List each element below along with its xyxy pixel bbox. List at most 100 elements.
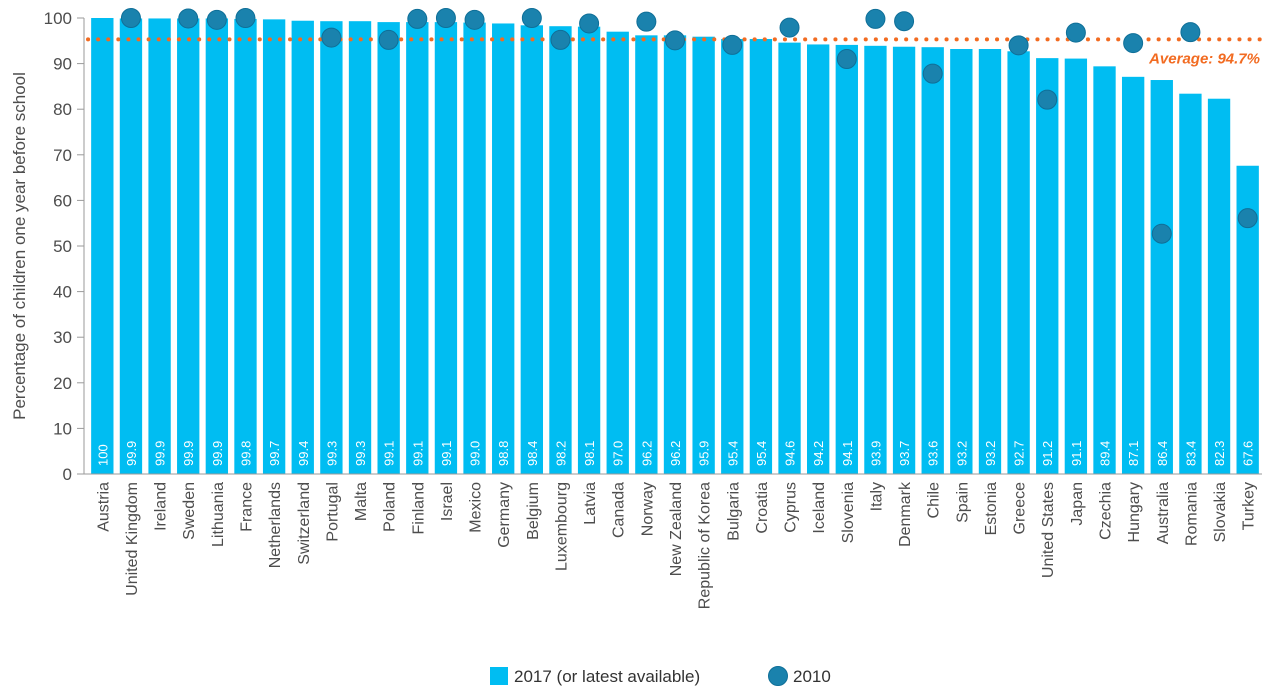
bar-2017	[864, 45, 887, 474]
x-tick-label: Canada	[611, 482, 628, 538]
x-tick-label: Lithuania	[210, 482, 227, 547]
marker-2010	[407, 8, 428, 29]
x-tick-label: Bulgaria	[725, 482, 742, 541]
bar-2017	[549, 26, 572, 474]
bar-2017	[205, 18, 229, 475]
y-tick-label: 100	[44, 9, 72, 28]
marker-2010	[1151, 223, 1172, 244]
x-tick-label: Switzerland	[296, 482, 313, 565]
bar-2017	[406, 22, 429, 474]
marker-2010	[178, 8, 199, 29]
x-tick-label: Malta	[353, 482, 370, 521]
marker-2010	[521, 8, 542, 28]
x-tick-label: Luxembourg	[553, 482, 570, 571]
bar-value-label: 94.2	[811, 441, 826, 466]
x-tick-label: Chile	[926, 482, 943, 519]
x-tick-label: Finland	[410, 482, 427, 534]
bar-2017	[377, 22, 400, 474]
bar-2017	[606, 31, 629, 475]
bar-2017	[1093, 66, 1116, 474]
bar-value-label: 99.0	[468, 441, 483, 466]
bar-value-label: 93.2	[983, 441, 998, 466]
marker-2010	[321, 27, 342, 48]
x-tick-label: Belgium	[525, 482, 542, 540]
bar-2017	[1121, 76, 1145, 474]
bar-2017	[1150, 80, 1173, 475]
bar-value-label: 93.6	[926, 441, 941, 466]
marker-2010	[836, 49, 857, 70]
bar-value-label: 93.7	[897, 441, 912, 466]
markers-2010	[120, 8, 1258, 244]
x-tick-label: Turkey	[1241, 482, 1258, 530]
bar-value-label: 99.9	[153, 441, 168, 466]
bar-2017	[91, 18, 114, 474]
marker-2010	[206, 9, 227, 30]
marker-2010	[1237, 208, 1258, 229]
x-tick-label: Croatia	[754, 482, 771, 534]
x-tick-label: Norway	[639, 482, 656, 536]
bar-value-label: 67.6	[1241, 441, 1256, 466]
bar-2017	[1236, 165, 1259, 474]
bar-value-label: 99.3	[324, 441, 339, 466]
bar-2017	[807, 44, 830, 474]
x-tick-label: Latvia	[582, 482, 599, 525]
legend-swatch-2010	[768, 666, 788, 686]
bar-value-label: 99.9	[181, 441, 196, 466]
bars-2017	[91, 18, 1259, 475]
x-tick-label: United Kingdom	[124, 482, 141, 596]
marker-2010	[865, 8, 886, 29]
x-tick-label: Czechia	[1098, 482, 1115, 540]
x-tick-label: Greece	[1012, 482, 1029, 535]
x-tick-label: Netherlands	[267, 482, 284, 568]
bar-2017	[721, 38, 744, 474]
legend-label-2010: 2010	[793, 667, 831, 686]
bar-value-label: 94.6	[783, 441, 798, 466]
bar-value-label: 99.4	[296, 441, 311, 466]
marker-2010	[636, 11, 657, 32]
x-tick-label: Germany	[496, 482, 513, 548]
y-tick-label: 20	[53, 374, 72, 393]
marker-2010	[378, 29, 399, 50]
x-tick-label: Mexico	[468, 482, 485, 533]
marker-2010	[1065, 22, 1086, 43]
average-label: Average: 94.7%	[1148, 50, 1260, 67]
bar-value-label: 98.2	[553, 441, 568, 466]
bar-2017	[950, 49, 973, 475]
marker-2010	[464, 9, 485, 30]
bar-value-label: 91.2	[1040, 441, 1055, 466]
bar-2017	[291, 20, 314, 475]
marker-2010	[1008, 35, 1029, 56]
marker-2010	[779, 17, 800, 38]
marker-2010	[722, 34, 743, 55]
y-tick-label: 30	[53, 328, 72, 347]
bar-2017	[520, 25, 543, 475]
bar-value-label: 96.2	[668, 441, 683, 466]
bar-value-label: 96.2	[639, 441, 654, 466]
bar-2017	[749, 38, 773, 474]
x-axis-tick-labels: Austria United Kingdom Ireland Sweden Lithua…	[95, 481, 1257, 609]
bar-value-label: 97.0	[611, 441, 626, 466]
bar-value-labels: 100 99.9 99.9 99.9 99.9 99.8 99.7 99.4 99.3 99.3 9…	[95, 441, 1255, 466]
marker-2010	[550, 29, 571, 50]
bar-2017	[148, 18, 171, 475]
bar-value-label: 95.4	[725, 441, 740, 466]
marker-2010	[120, 8, 141, 28]
y-tick-label: 10	[53, 419, 72, 438]
bar-2017	[434, 22, 458, 474]
marker-2010	[1180, 22, 1201, 43]
x-tick-label: New Zealand	[668, 482, 685, 576]
bar-value-label: 89.4	[1098, 441, 1113, 466]
bar-2017	[978, 49, 1002, 475]
bar-2017	[577, 26, 601, 474]
bar-value-label: 98.8	[496, 441, 511, 466]
bar-2017	[463, 22, 486, 475]
marker-2010	[665, 30, 685, 51]
marker-2010	[1123, 33, 1144, 54]
bar-value-label: 95.9	[697, 441, 712, 466]
y-tick-label: 80	[53, 100, 72, 119]
bar-2017	[1179, 93, 1202, 475]
legend: 2017 (or latest available) 2010	[490, 666, 831, 686]
bar-value-label: 87.1	[1126, 441, 1141, 466]
bar-2017	[778, 42, 801, 475]
bar-2017	[348, 21, 372, 475]
